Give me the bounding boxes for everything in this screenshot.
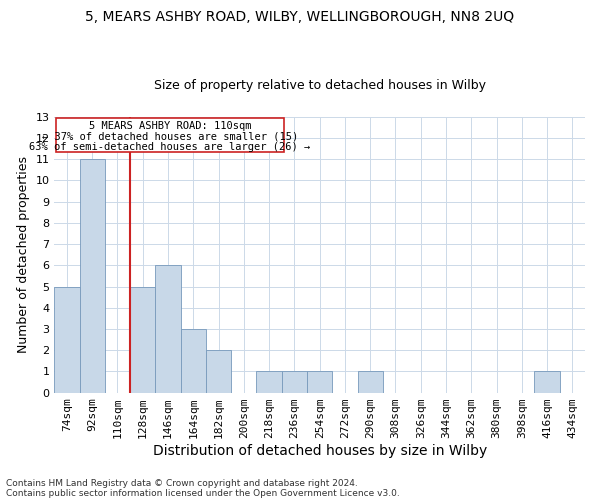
Text: 5, MEARS ASHBY ROAD, WILBY, WELLINGBOROUGH, NN8 2UQ: 5, MEARS ASHBY ROAD, WILBY, WELLINGBOROU… [85, 10, 515, 24]
Bar [535, 372, 560, 392]
Title: Size of property relative to detached houses in Wilby: Size of property relative to detached ho… [154, 79, 485, 92]
Y-axis label: Number of detached properties: Number of detached properties [17, 156, 30, 353]
Bar [358, 372, 383, 392]
Bar [181, 329, 206, 392]
Bar [282, 372, 307, 392]
Bar [56, 118, 284, 152]
Bar [206, 350, 231, 393]
Bar [155, 266, 181, 392]
Bar [307, 372, 332, 392]
Text: Contains public sector information licensed under the Open Government Licence v3: Contains public sector information licen… [6, 488, 400, 498]
Bar [55, 286, 80, 393]
Text: ← 37% of detached houses are smaller (15): ← 37% of detached houses are smaller (15… [42, 132, 298, 141]
Text: 63% of semi-detached houses are larger (26) →: 63% of semi-detached houses are larger (… [29, 142, 311, 152]
Bar [80, 159, 105, 392]
Text: Contains HM Land Registry data © Crown copyright and database right 2024.: Contains HM Land Registry data © Crown c… [6, 478, 358, 488]
X-axis label: Distribution of detached houses by size in Wilby: Distribution of detached houses by size … [152, 444, 487, 458]
Bar [130, 286, 155, 393]
Text: 5 MEARS ASHBY ROAD: 110sqm: 5 MEARS ASHBY ROAD: 110sqm [89, 121, 251, 131]
Bar [256, 372, 282, 392]
